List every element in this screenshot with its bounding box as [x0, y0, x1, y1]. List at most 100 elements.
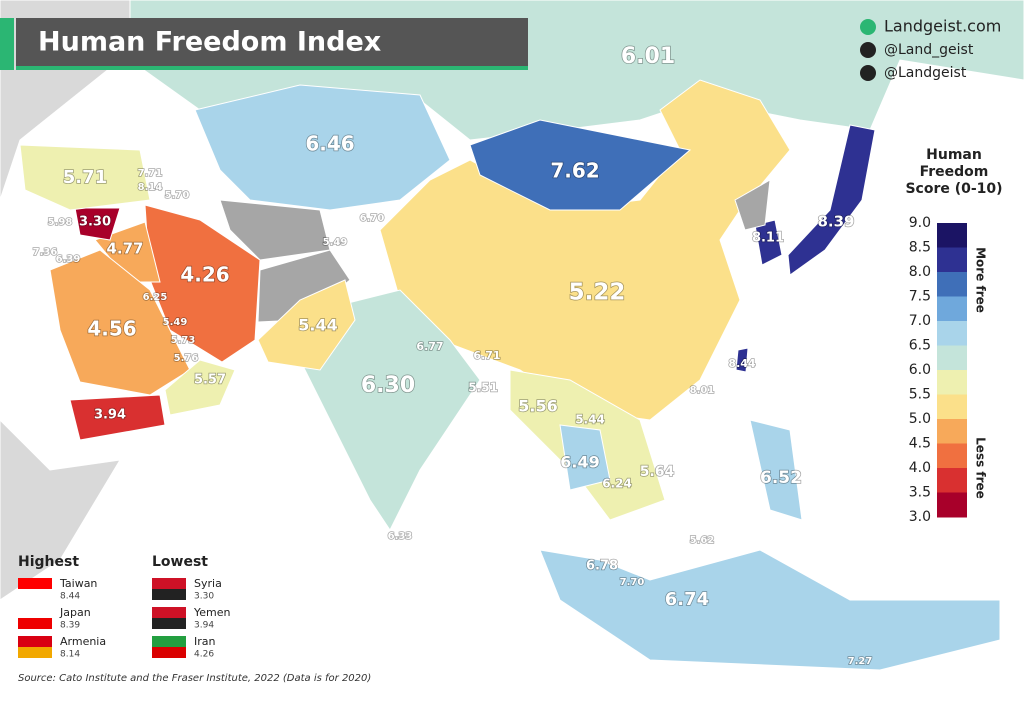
legend-tick: 4.0 — [909, 460, 931, 476]
legend-swatch — [937, 443, 967, 469]
map-label: 4.56 — [87, 317, 136, 341]
map-label: 8.11 — [752, 231, 784, 246]
list-name: Armenia — [60, 635, 106, 648]
map-label: 5.49 — [163, 317, 188, 328]
flag — [152, 578, 186, 589]
flag — [18, 607, 52, 618]
legend-tick: 3.5 — [909, 485, 931, 501]
list-score: 8.39 — [60, 621, 80, 631]
map-label: 6.46 — [305, 132, 354, 156]
credit: @Land_geist — [884, 42, 974, 58]
list-title: Highest — [18, 554, 79, 570]
list-score: 3.94 — [194, 621, 214, 631]
map-label: 8.44 — [728, 357, 755, 370]
list-name: Taiwan — [59, 577, 97, 590]
map-label: 8.39 — [817, 213, 854, 231]
map-label: 6.71 — [473, 349, 500, 362]
list-name: Japan — [59, 606, 91, 619]
list-score: 4.26 — [194, 650, 214, 660]
title: Human Freedom Index — [38, 27, 381, 58]
region — [559, 424, 611, 491]
list-score: 8.44 — [60, 592, 80, 602]
legend-tick: 9.0 — [909, 215, 931, 231]
map-label: 6.74 — [665, 589, 709, 610]
region — [49, 249, 191, 396]
map-label: 6.24 — [602, 477, 632, 491]
list-name: Yemen — [193, 606, 231, 619]
map-label: 7.71 — [138, 168, 163, 179]
map-label: 6.77 — [416, 340, 443, 353]
map-label: 5.57 — [194, 373, 226, 388]
map-label: 6.70 — [360, 213, 385, 224]
region — [787, 124, 876, 276]
map-label: 3.94 — [94, 408, 126, 423]
flag — [152, 636, 186, 647]
map-label: 7.27 — [848, 656, 873, 667]
region — [749, 419, 803, 521]
legend-tick: 6.5 — [909, 338, 931, 354]
list-score: 8.14 — [60, 650, 80, 660]
legend-swatch — [937, 492, 967, 518]
region — [754, 219, 783, 266]
map-label: 8.14 — [138, 182, 163, 193]
legend-more: More free — [974, 247, 988, 313]
map-label: 3.30 — [79, 215, 111, 230]
legend-tick: 5.0 — [909, 411, 931, 427]
credit-icon — [860, 65, 876, 81]
region — [19, 144, 151, 211]
region — [735, 347, 749, 373]
legend-tick: 4.5 — [909, 436, 931, 452]
flag — [18, 636, 52, 647]
region — [74, 207, 121, 241]
map-label: 6.30 — [361, 373, 415, 398]
flag — [18, 618, 52, 629]
map-label: 7.70 — [620, 577, 645, 588]
legend-swatch — [937, 394, 967, 420]
legend-swatch — [937, 223, 967, 248]
map-label: 6.52 — [760, 468, 802, 488]
map-label: 5.56 — [518, 397, 557, 416]
region — [144, 204, 261, 363]
region — [469, 119, 692, 211]
map-label: 6.39 — [56, 254, 81, 265]
list-name: Iran — [194, 635, 216, 648]
map-label: 6.33 — [388, 531, 413, 542]
region — [257, 279, 356, 371]
source: Source: Cato Institute and the Fraser In… — [18, 673, 371, 684]
flag — [18, 647, 52, 658]
list-score: 3.30 — [194, 592, 214, 602]
map-label: 5.71 — [63, 167, 107, 188]
map-label: 7.62 — [550, 159, 599, 183]
legend-swatch — [937, 247, 967, 273]
legend-tick: 8.5 — [909, 240, 931, 256]
legend-tick: 7.0 — [909, 313, 931, 329]
map-label: 5.73 — [171, 335, 196, 346]
legend-tick: 5.5 — [909, 387, 931, 403]
legend-title: Score (0-10) — [905, 181, 1002, 197]
map-label: 5.98 — [48, 217, 73, 228]
legend-swatch — [937, 296, 967, 322]
legend-tick: 8.0 — [909, 264, 931, 280]
credit: Landgeist.com — [884, 17, 1001, 36]
map-label: 5.49 — [323, 237, 348, 248]
legend-title: Freedom — [920, 164, 989, 180]
map-label: 6.01 — [621, 44, 675, 69]
banner — [16, 18, 528, 66]
map-label: 6.78 — [586, 559, 618, 574]
credit-icon — [860, 19, 876, 35]
region — [69, 394, 166, 441]
map-label: 5.44 — [575, 413, 605, 427]
map-label: 8.01 — [690, 385, 715, 396]
title-banner: Human Freedom Index — [0, 18, 528, 70]
legend-title: Human — [926, 147, 982, 163]
region — [299, 289, 481, 531]
flag — [18, 589, 52, 600]
map-label: 5.64 — [640, 464, 675, 480]
region — [164, 359, 236, 416]
list-name: Syria — [194, 577, 222, 590]
map-label: 4.77 — [106, 240, 143, 258]
legend-swatch — [937, 272, 967, 297]
banner-stripe — [16, 66, 528, 70]
map-label: 7.36 — [33, 247, 58, 258]
